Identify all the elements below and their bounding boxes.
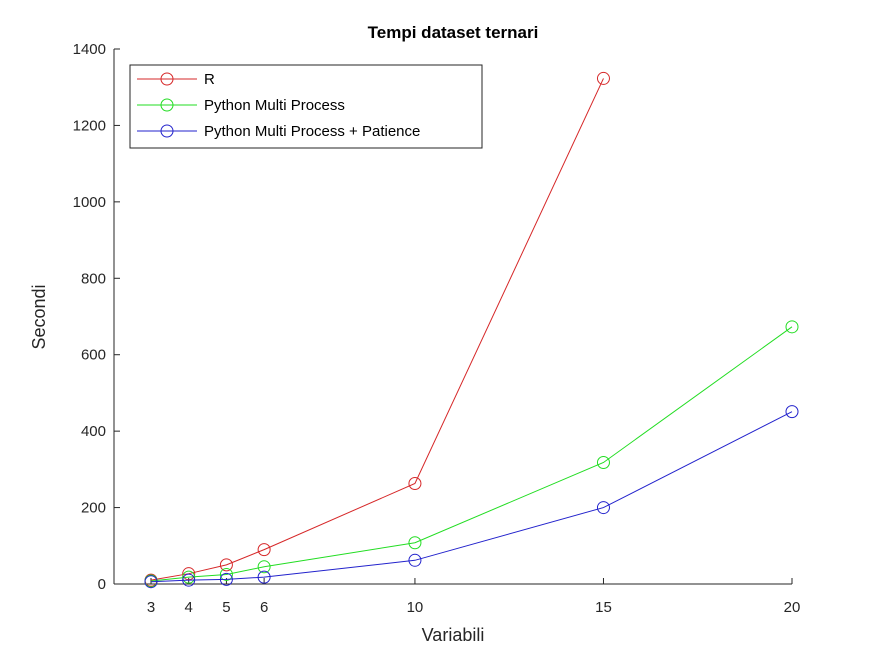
y-tick-label: 1000 <box>73 194 106 211</box>
x-axis-label: Variabili <box>422 625 485 645</box>
x-tick-label: 5 <box>222 599 230 616</box>
plot-area <box>144 71 799 589</box>
x-tick-label: 3 <box>147 599 155 616</box>
y-tick-label: 1200 <box>73 117 106 134</box>
data-point <box>408 536 422 550</box>
legend-marker <box>160 98 174 112</box>
x-tick-label: 15 <box>595 599 612 616</box>
data-point <box>596 501 610 515</box>
legend: R Python Multi Process Python Multi Proces… <box>129 64 483 149</box>
x-tick-label: 4 <box>185 599 193 616</box>
x-tick-label: 10 <box>407 599 424 616</box>
data-point <box>257 570 271 584</box>
axes: 0 200 400 600 800 1000 1200 1400 3 4 5 6 10 15 20 <box>73 41 801 616</box>
x-tick-label: 20 <box>784 599 801 616</box>
data-point <box>144 575 158 589</box>
data-point <box>219 572 233 586</box>
series-line <box>150 326 793 582</box>
data-point <box>182 573 196 587</box>
data-point <box>257 543 271 557</box>
data-point <box>785 320 799 334</box>
y-tick-label: 400 <box>81 423 106 440</box>
data-point <box>596 455 610 469</box>
data-point <box>596 71 610 85</box>
data-point <box>219 567 233 581</box>
x-tick-label: 6 <box>260 599 268 616</box>
series-line <box>150 78 604 581</box>
y-axis-label: Secondi <box>29 284 49 349</box>
legend-marker <box>160 124 174 138</box>
legend-label: Python Multi Process <box>204 97 345 114</box>
legend-marker <box>160 72 174 86</box>
data-point <box>408 476 422 490</box>
data-point <box>408 553 422 567</box>
series-line <box>150 411 793 583</box>
data-point <box>219 558 233 572</box>
y-tick-label: 600 <box>81 347 106 364</box>
y-tick-label: 1400 <box>73 41 106 58</box>
legend-label: Python Multi Process + Patience <box>204 123 420 140</box>
data-point <box>257 560 271 574</box>
data-point <box>785 405 799 419</box>
legend-label: R <box>204 71 215 88</box>
y-tick-label: 800 <box>81 270 106 287</box>
y-tick-label: 200 <box>81 500 106 517</box>
data-point <box>182 570 196 584</box>
y-tick-label: 0 <box>98 576 106 593</box>
chart-title: Tempi dataset ternari <box>368 23 539 42</box>
